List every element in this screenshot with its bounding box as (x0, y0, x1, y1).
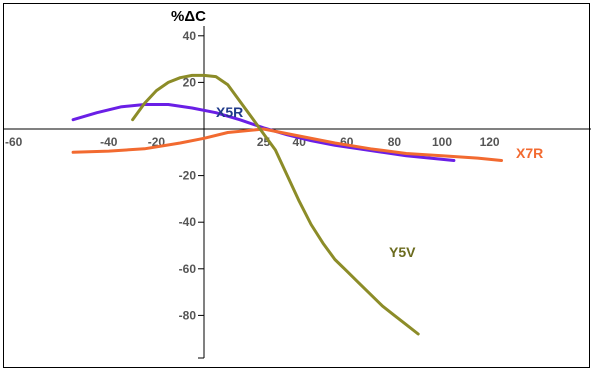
y-tick-label: -60 (179, 262, 197, 276)
series-line-y5v (131, 73, 420, 336)
x-tick-label: 100 (432, 135, 452, 149)
y-axis-title: %ΔC (171, 8, 206, 25)
series-label-x7r: X7R (516, 145, 543, 161)
series-lines (71, 73, 503, 336)
chart-canvas: -60 -40 -20 25 40 60 80 100 1204020-20-40-60-80 … (4, 8, 591, 359)
series-label-y5v: Y5V (389, 244, 416, 260)
y-tick-label: -20 (179, 169, 197, 183)
x-tick-label: 80 (388, 135, 402, 149)
x-tick-label: 120 (480, 135, 500, 149)
y-tick-label: 40 (183, 29, 197, 43)
series-labels: X5R X7R Y5V (216, 104, 543, 260)
x-tick-label: -40 (100, 135, 118, 149)
y-tick-label: 20 (183, 75, 197, 89)
y-tick-label: -80 (179, 308, 197, 322)
series-line-x7r (71, 127, 503, 162)
y-tick-label: -40 (179, 215, 197, 229)
x-tick-label: -60 (5, 135, 23, 149)
chart-frame: -60 -40 -20 25 40 60 80 100 120 40 20 -20 -40 -60 -80 … (3, 3, 591, 368)
series-label-x5r: X5R (216, 104, 243, 120)
